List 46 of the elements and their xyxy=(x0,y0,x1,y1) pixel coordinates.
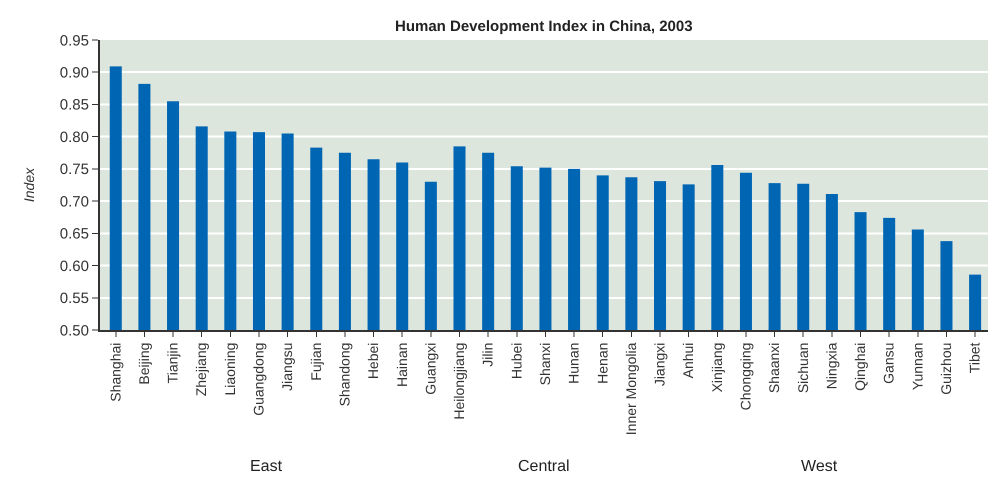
y-tick-label: 0.55 xyxy=(60,290,89,308)
y-tick-label: 0.50 xyxy=(60,322,89,340)
y-tick-label: 0.70 xyxy=(60,193,89,210)
x-tick-label: Jilin xyxy=(480,342,496,367)
chart-title: Human Development Index in China, 2003 xyxy=(395,18,693,35)
x-tick-label: Hebei xyxy=(365,342,382,380)
x-tick-label: Tibet xyxy=(966,342,983,374)
x-tick-label: Ningxia xyxy=(823,342,840,390)
y-tick-label: 0.65 xyxy=(60,226,89,243)
text: West xyxy=(801,458,838,475)
y-tick-label: 0.95 xyxy=(60,32,89,50)
x-tick-label: Jiangsu xyxy=(279,342,296,391)
x-tick-label: Shandong xyxy=(336,342,352,406)
x-tick-label: Guangxi xyxy=(422,342,438,395)
x-tick-label: Beijing xyxy=(136,342,152,385)
y-tick-label: 0.60 xyxy=(60,258,89,275)
x-tick-label: Shanghai xyxy=(107,342,124,402)
x-tick-label: Heilongjiang xyxy=(451,342,468,420)
x-tick-label: Yunnan xyxy=(909,342,926,390)
x-tick-label: Inner Mongolia xyxy=(622,342,639,436)
x-tick-label: Jiangxi xyxy=(652,342,668,386)
x-tick-label: Shaanxi xyxy=(766,342,782,394)
y-tick-label: 0.80 xyxy=(60,128,89,146)
x-tick-label: Henan xyxy=(594,342,610,384)
y-tick-label: 0.85 xyxy=(60,96,89,114)
x-tick-label: Hunan xyxy=(566,342,582,384)
x-tick-label: Zhejiang xyxy=(193,342,210,396)
x-tick-label: Fujian xyxy=(308,342,324,381)
x-tick-label: Hubei xyxy=(508,342,524,380)
x-tick-label: Xinjiang xyxy=(708,342,725,392)
x-tick-label: Qinghai xyxy=(852,342,868,391)
y-axis-title: Index xyxy=(20,166,37,202)
x-tick-label: Gansu xyxy=(880,342,897,384)
text: Central xyxy=(518,458,570,475)
x-tick-label: Chongqing xyxy=(738,342,754,410)
x-tick-label: Hainan xyxy=(394,342,410,387)
x-tick-label: Guangdong xyxy=(250,342,267,416)
x-tick-label: Tianjin xyxy=(164,342,181,384)
x-tick-label: Guizhou xyxy=(938,342,954,395)
x-tick-label: Sichuan xyxy=(794,342,811,394)
y-tick-label: 0.90 xyxy=(60,64,89,82)
x-tick-label: Shanxi xyxy=(536,342,553,386)
x-tick-label: Anhui xyxy=(680,342,696,378)
x-tick-label: Liaoning xyxy=(222,342,238,396)
y-tick-label: 0.75 xyxy=(60,161,89,178)
text: East xyxy=(250,458,283,475)
